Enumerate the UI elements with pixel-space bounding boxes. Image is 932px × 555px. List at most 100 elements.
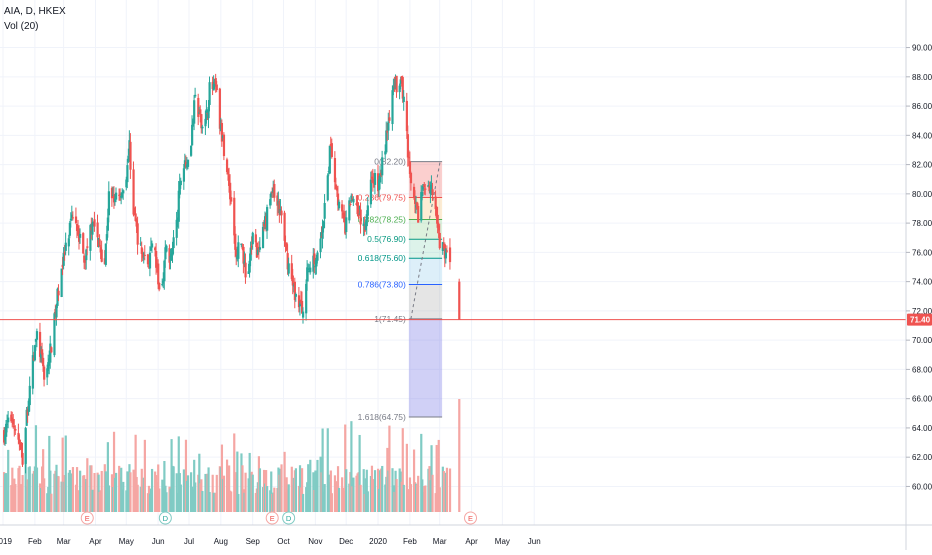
candle-body bbox=[127, 155, 130, 162]
volume-bar bbox=[35, 467, 39, 512]
candle-body bbox=[35, 331, 39, 340]
time-tick-label: Sep bbox=[246, 537, 261, 546]
candle-body bbox=[96, 222, 99, 238]
candle-body bbox=[26, 408, 29, 416]
time-tick-label: Jun bbox=[152, 537, 165, 546]
volume-bar bbox=[198, 453, 201, 512]
fibonacci-level-label: 0.786(73.80) bbox=[358, 280, 406, 290]
volume-bar bbox=[280, 464, 283, 512]
candle-body bbox=[412, 186, 416, 199]
candle-body bbox=[235, 249, 238, 257]
candle-body bbox=[169, 255, 172, 261]
candle-body bbox=[414, 198, 417, 204]
candle-body bbox=[38, 331, 42, 357]
fibonacci-trend-line bbox=[410, 161, 441, 320]
volume-bar bbox=[106, 442, 109, 512]
candle-body bbox=[226, 169, 230, 175]
volume-bar bbox=[61, 437, 64, 512]
time-tick-label: 2020 bbox=[369, 537, 387, 546]
candle-body bbox=[323, 202, 326, 219]
candle-body-last bbox=[458, 281, 461, 320]
candle-body bbox=[300, 300, 304, 314]
candle-body bbox=[93, 219, 96, 227]
earnings-marker[interactable]: E bbox=[464, 511, 478, 525]
candle-body bbox=[100, 249, 103, 262]
volume-indicator-label[interactable]: Vol (20) bbox=[4, 21, 39, 32]
candle-body bbox=[212, 84, 215, 91]
dividend-marker[interactable]: D bbox=[282, 511, 296, 525]
candle-body bbox=[122, 190, 125, 194]
time-tick-label: Jun bbox=[528, 537, 541, 546]
candle-body bbox=[200, 114, 203, 129]
candle-body bbox=[348, 200, 351, 221]
candle-body bbox=[336, 193, 340, 206]
candle-body bbox=[409, 172, 413, 184]
volume-bar bbox=[236, 451, 239, 512]
candle-body bbox=[179, 180, 182, 186]
candle-body bbox=[328, 145, 331, 174]
candle-body bbox=[47, 362, 50, 371]
candle-body bbox=[398, 85, 401, 93]
candle-body bbox=[186, 159, 190, 167]
fibonacci-level-label: 0(82.20) bbox=[374, 157, 406, 167]
candle-body bbox=[307, 270, 310, 272]
candle-body bbox=[85, 249, 88, 261]
volume-bar bbox=[150, 468, 154, 512]
candle-body bbox=[182, 168, 186, 182]
candle-body bbox=[330, 143, 333, 158]
candle-body bbox=[302, 311, 305, 318]
candle-body bbox=[155, 251, 158, 268]
candle-body bbox=[76, 227, 80, 235]
volume-bar bbox=[431, 474, 434, 512]
volume-bar bbox=[64, 435, 67, 512]
volume-bar bbox=[241, 465, 244, 512]
candle-body bbox=[391, 90, 394, 125]
price-badge-label: 71.40 bbox=[910, 316, 931, 325]
candle-body bbox=[105, 234, 108, 241]
candle-body bbox=[305, 283, 308, 314]
candle-body bbox=[60, 268, 63, 298]
candle-body bbox=[242, 246, 245, 264]
candle-body bbox=[197, 97, 200, 117]
candle-body bbox=[294, 294, 298, 297]
candle-body bbox=[366, 205, 369, 216]
candle-body bbox=[256, 249, 259, 255]
earnings-marker[interactable]: E bbox=[265, 511, 279, 525]
fibonacci-level-label: 0.382(78.25) bbox=[358, 214, 406, 224]
candle-body bbox=[273, 183, 276, 198]
candle-body bbox=[407, 156, 411, 159]
price-tick-label: 86.00 bbox=[912, 102, 932, 111]
candle-body bbox=[386, 130, 389, 133]
price-tick-label: 76.00 bbox=[912, 248, 932, 257]
volume-bar bbox=[165, 492, 168, 512]
dividend-marker[interactable]: D bbox=[158, 511, 172, 525]
fibonacci-level-label: 0.5(76.90) bbox=[367, 234, 406, 244]
candle-body bbox=[24, 428, 27, 464]
symbol-title[interactable]: AIA, D, HKEX bbox=[4, 6, 66, 17]
volume-bar bbox=[100, 470, 103, 512]
candle-body bbox=[154, 247, 157, 251]
event-marker-label: E bbox=[468, 514, 473, 523]
volume-bar bbox=[107, 485, 111, 512]
current-price-badge[interactable]: 71.40 bbox=[907, 313, 932, 326]
candle-body bbox=[104, 243, 107, 265]
event-marker-circle bbox=[464, 511, 478, 525]
volume-bar bbox=[237, 493, 240, 512]
volume-bar bbox=[424, 485, 427, 512]
earnings-marker[interactable]: E bbox=[80, 511, 94, 525]
candle-body bbox=[205, 109, 208, 120]
volume-bar bbox=[215, 474, 218, 512]
volume-bar bbox=[57, 476, 60, 512]
volume-bar bbox=[344, 424, 347, 512]
time-tick-label: 2019 bbox=[0, 537, 12, 546]
volume-bar bbox=[321, 428, 324, 512]
candle-body bbox=[148, 252, 152, 269]
candle-body bbox=[399, 79, 402, 84]
candle-body bbox=[434, 196, 437, 210]
candle-body bbox=[125, 179, 128, 188]
fibonacci-level-label: 1(71.45) bbox=[374, 314, 406, 324]
time-tick-label: May bbox=[495, 537, 510, 546]
candle-body bbox=[6, 423, 9, 425]
